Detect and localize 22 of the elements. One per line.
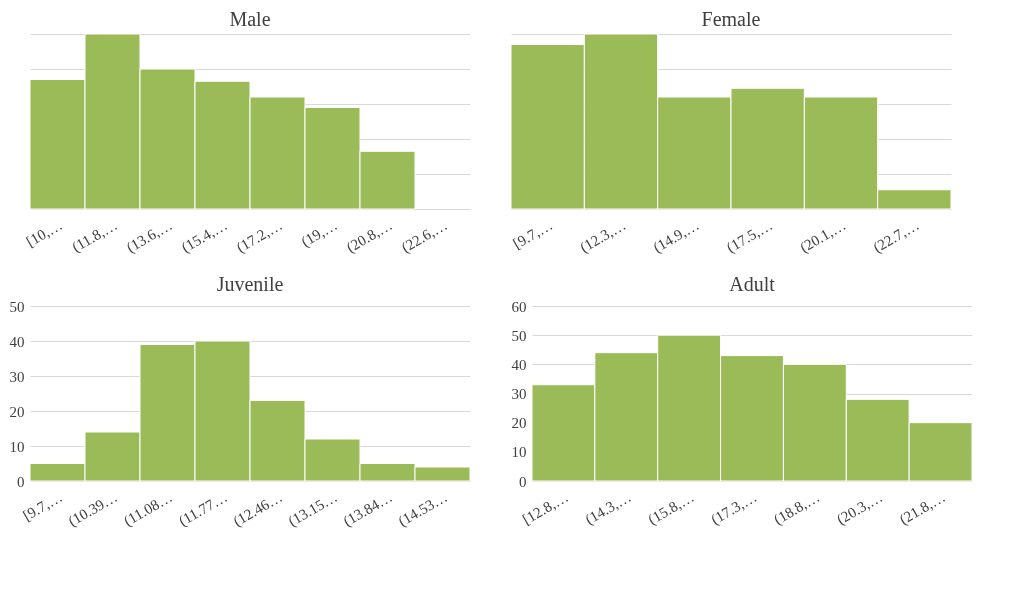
- y-tick-label: 30: [9, 368, 25, 385]
- chart-title: Male: [229, 7, 271, 30]
- y-tick-label: 0: [519, 473, 527, 490]
- x-tick-label: [9.7,…: [510, 216, 556, 252]
- y-tick-label: 50: [9, 298, 25, 315]
- y-tick-label: 10: [511, 444, 527, 461]
- y-tick-label: 10: [9, 438, 25, 455]
- y-tick-label: 0: [17, 473, 25, 490]
- chart-title: Juvenile: [216, 273, 284, 295]
- x-tick-label: (19,…: [298, 216, 341, 251]
- y-tick-label: 40: [511, 356, 527, 373]
- y-tick-label: 40: [9, 333, 25, 350]
- x-tick-label: (11.8,…: [69, 216, 121, 257]
- y-tick-label: 50: [511, 327, 527, 344]
- y-tick-label: 20: [9, 403, 25, 420]
- x-tick-label: [9.7,…: [20, 488, 65, 524]
- chart-title: Female: [701, 7, 761, 30]
- y-tick-label: 60: [511, 298, 527, 315]
- y-tick-label: 20: [511, 415, 527, 432]
- y-tick-label: 30: [511, 386, 527, 402]
- chart-title: Adult: [729, 273, 776, 295]
- x-tick-label: [10,…: [23, 216, 65, 250]
